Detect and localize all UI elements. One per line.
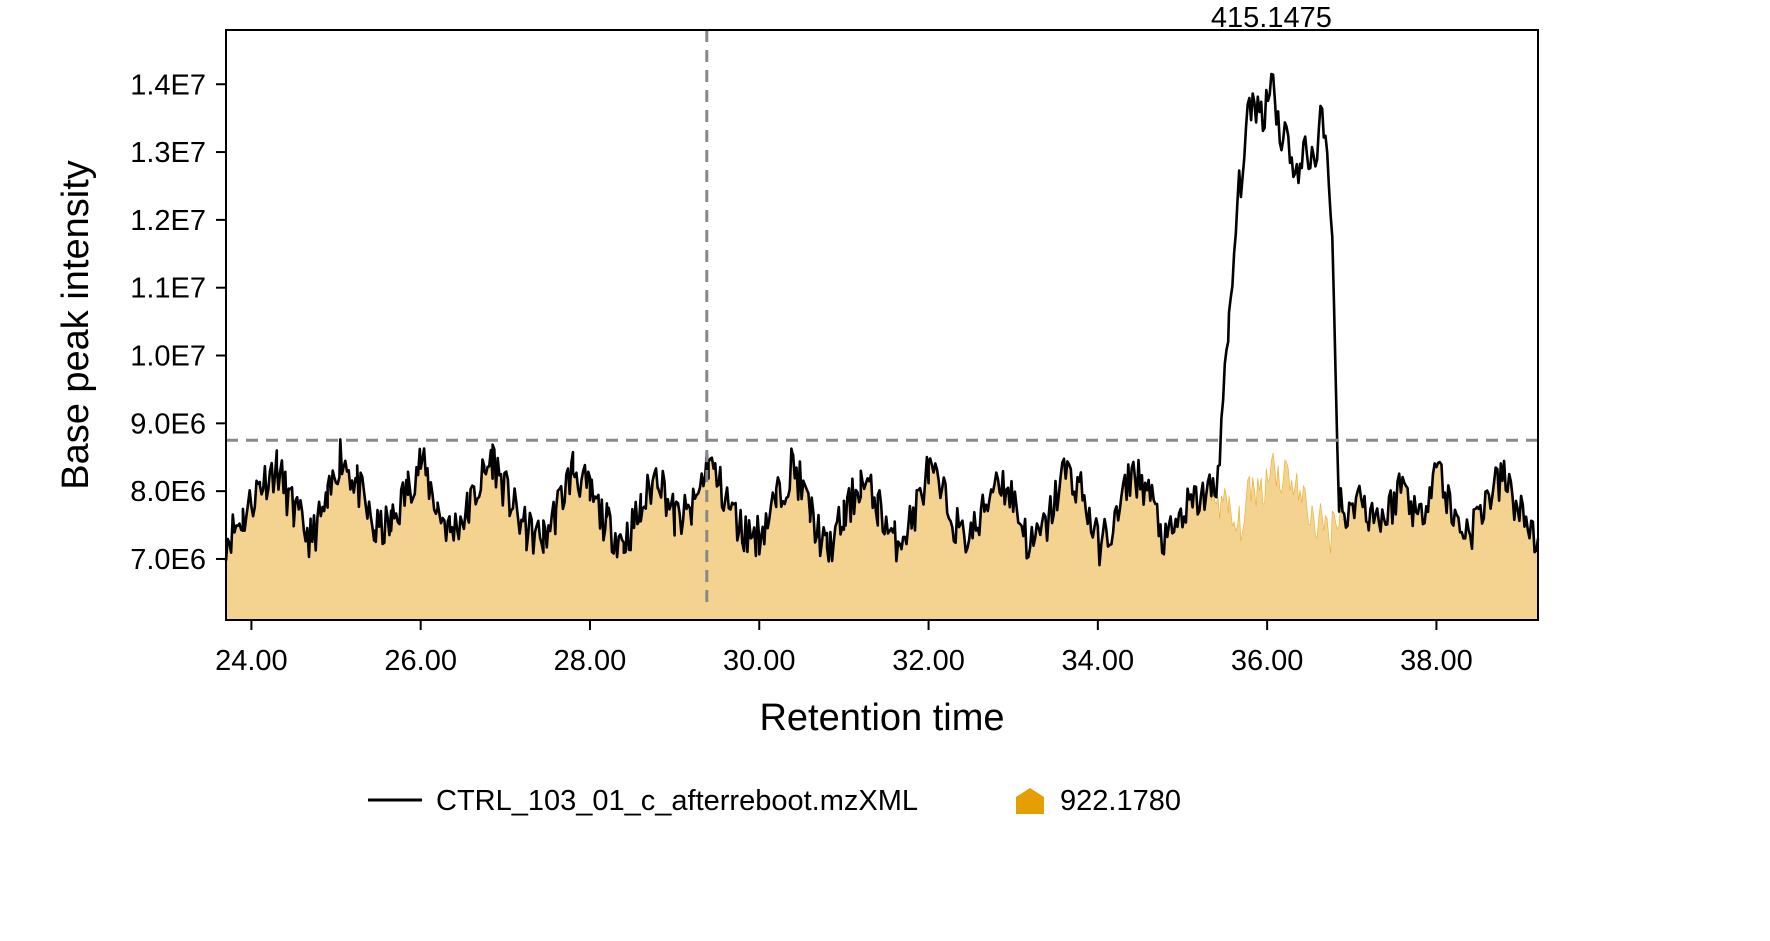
x-tick-label: 32.00 (892, 645, 965, 677)
x-tick-label: 24.00 (215, 645, 288, 677)
plot-frame (225, 29, 1539, 621)
y-axis-title: Base peak intensity (55, 160, 97, 490)
legend-pentagon-swatch (1016, 788, 1044, 814)
legend-label-ctrl-103: CTRL_103_01_c_afterreboot.mzXML (436, 785, 918, 817)
y-tick-label: 1.2E7 (130, 205, 206, 237)
x-tick-label: 36.00 (1231, 645, 1304, 677)
x-axis: 24.00 26.00 28.00 30.00 32.00 34.00 36.00 38.00 (215, 620, 1473, 677)
y-tick-label: 9.0E6 (130, 408, 206, 440)
legend-label-922-1780: 922.1780 (1060, 785, 1181, 817)
y-axis: 7.0E6 8.0E6 9.0E6 1.0E7 1.1E7 1.2E7 1.3E7 1.4E7 (130, 69, 226, 576)
y-tick-label: 1.0E7 (130, 341, 206, 373)
y-tick-label: 1.4E7 (130, 69, 206, 101)
x-tick-label: 30.00 (723, 645, 796, 677)
x-tick-label: 34.00 (1062, 645, 1135, 677)
y-tick-label: 1.3E7 (130, 137, 206, 169)
x-axis-title: Retention time (759, 697, 1004, 739)
x-tick-label: 38.00 (1400, 645, 1473, 677)
x-tick-label: 28.00 (554, 645, 627, 677)
y-tick-label: 1.1E7 (130, 273, 206, 305)
y-tick-label: 7.0E6 (130, 544, 206, 576)
legend: CTRL_103_01_c_afterreboot.mzXML 922.1780 (368, 785, 1181, 817)
x-tick-label: 26.00 (384, 645, 457, 677)
peak-annotation-label: 415.1475 (1211, 2, 1332, 34)
y-tick-label: 8.0E6 (130, 476, 206, 508)
series-line-ctrl-103 (224, 72, 1540, 567)
